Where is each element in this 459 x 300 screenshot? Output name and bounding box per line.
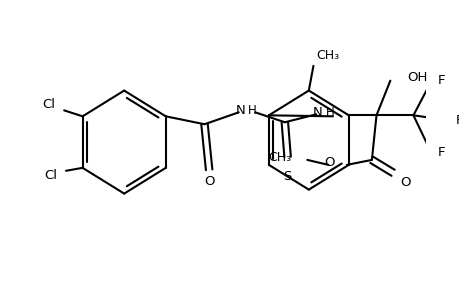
- Text: F: F: [455, 114, 459, 127]
- Text: CH₃: CH₃: [315, 50, 339, 62]
- Text: N: N: [235, 104, 245, 117]
- Text: F: F: [437, 146, 444, 160]
- Text: O: O: [324, 156, 334, 170]
- Text: H: H: [247, 104, 256, 117]
- Text: OH: OH: [406, 71, 426, 84]
- Text: O: O: [203, 175, 214, 188]
- Text: Cl: Cl: [44, 169, 56, 182]
- Text: H: H: [325, 106, 334, 119]
- Text: O: O: [400, 176, 410, 189]
- Text: S: S: [283, 170, 291, 183]
- Text: F: F: [437, 74, 444, 87]
- Text: Cl: Cl: [42, 98, 55, 111]
- Text: N: N: [313, 106, 322, 119]
- Text: CH₃: CH₃: [268, 152, 291, 164]
